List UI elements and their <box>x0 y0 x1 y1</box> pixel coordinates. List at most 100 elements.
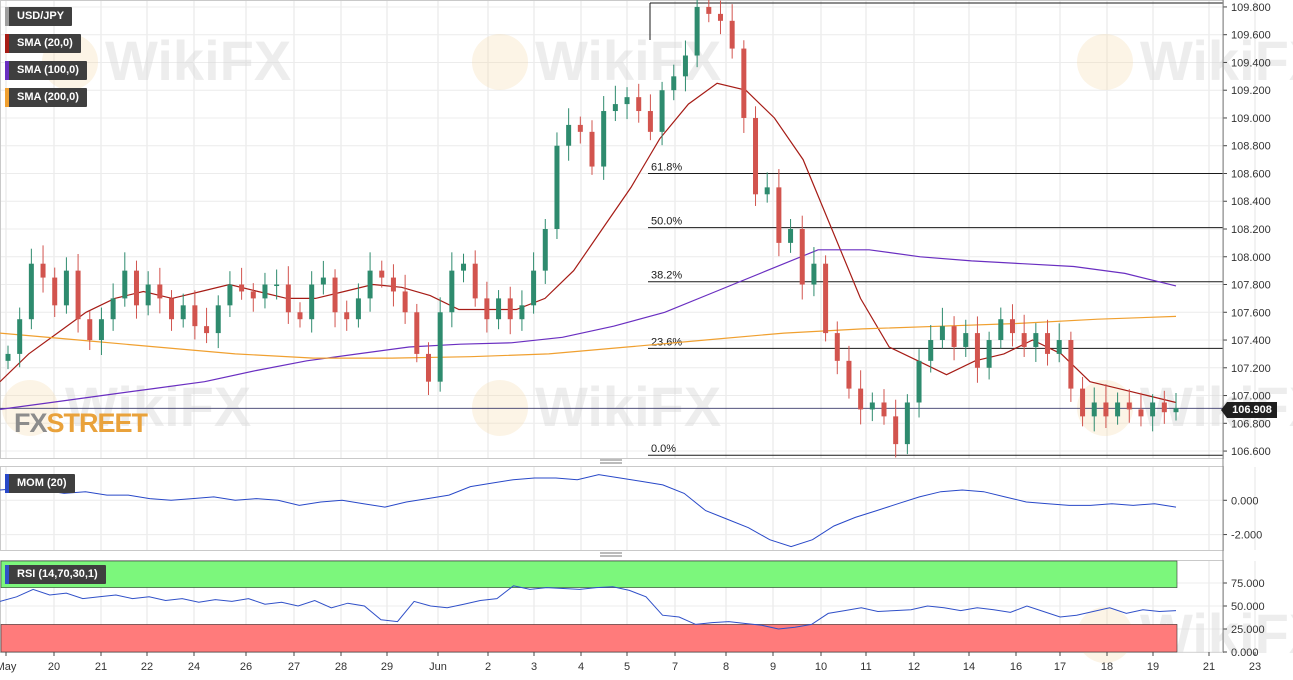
candle-body <box>1103 402 1109 417</box>
candle-body <box>110 298 116 320</box>
candle-body <box>519 305 525 320</box>
candle-body <box>823 263 829 334</box>
y-tick-label: 0.000 <box>1231 495 1259 507</box>
logo-part-fx: FX <box>14 408 48 438</box>
fib-label: 38.2% <box>651 270 682 282</box>
legend-sma20[interactable]: SMA (20,0) <box>5 34 81 53</box>
legend-usdjpy[interactable]: USD/JPY <box>5 7 73 26</box>
candle-body <box>624 97 630 105</box>
candle-body <box>204 326 210 334</box>
legend-swatch <box>5 61 9 80</box>
x-tick-label: 29 <box>381 661 393 673</box>
y-tick-label: 106.800 <box>1231 418 1271 430</box>
legend-swatch <box>5 7 9 26</box>
legend-rsi[interactable]: RSI (14,70,30,1) <box>5 565 106 584</box>
candle-body <box>262 284 268 299</box>
sma20-line <box>0 82 1177 404</box>
x-tick-label: 18 <box>1101 661 1113 673</box>
x-tick-label: 2 <box>485 661 491 673</box>
candlesticks <box>5 0 1179 458</box>
candle-body <box>717 13 723 21</box>
candle-body <box>682 55 688 77</box>
candle-body <box>776 187 782 243</box>
candle-body <box>28 263 34 320</box>
candle-body <box>297 312 303 320</box>
y-tick-label: 108.600 <box>1231 168 1271 180</box>
sma200-line <box>0 315 1177 359</box>
legend-swatch <box>5 88 9 107</box>
candle-body <box>729 20 735 49</box>
y-tick-label: 107.200 <box>1231 363 1271 375</box>
y-tick-label: 109.600 <box>1231 30 1271 42</box>
candle-body <box>963 333 969 347</box>
candle-body <box>811 263 817 285</box>
candle-body <box>239 284 245 292</box>
watermark-text: WikiFX <box>105 29 291 92</box>
legend-swatch <box>5 474 9 493</box>
candle-body <box>694 6 700 56</box>
candle-body <box>869 402 875 410</box>
legend-label: USD/JPY <box>17 10 65 22</box>
candle-body <box>1045 333 1051 354</box>
y-tick-label: 109.200 <box>1231 85 1271 97</box>
candle-body <box>367 270 373 299</box>
candle-body <box>320 277 326 285</box>
x-tick-label: 11 <box>860 661 871 673</box>
candle-body <box>939 326 945 341</box>
candle-body <box>671 76 677 91</box>
candle-body <box>461 263 467 271</box>
candle-body <box>250 291 256 299</box>
candle-body <box>589 131 595 167</box>
candle-body <box>834 333 840 361</box>
candle-body <box>916 360 922 403</box>
x-tick-label: 14 <box>963 661 975 673</box>
legend-mom[interactable]: MOM (20) <box>5 474 75 493</box>
candle-body <box>612 104 618 112</box>
legend-label: RSI (14,70,30,1) <box>17 568 98 580</box>
candle-body <box>215 305 221 334</box>
x-tick-label: May <box>0 661 17 673</box>
candle-body <box>75 270 81 320</box>
candle-body <box>1056 340 1062 354</box>
fibonacci-levels: 61.8% 50.0% 38.2% 23.6% 0.0% <box>0 2 1223 456</box>
candle-body <box>1080 388 1086 417</box>
candle-body <box>788 229 794 243</box>
y-tick-label: 107.000 <box>1231 391 1271 403</box>
y-tick-label: 106.600 <box>1231 446 1271 458</box>
candle-body <box>893 416 899 445</box>
fxstreet-logo: FXSTREET <box>14 408 149 438</box>
moving-averages <box>0 82 1177 410</box>
candle-body <box>566 124 572 146</box>
legend-swatch <box>5 565 9 584</box>
legend-sma100[interactable]: SMA (100,0) <box>5 61 87 80</box>
watermark-layer: WikiFXWikiFXWikiFXWikiFXWikiFXWikiFXWiki… <box>2 29 1293 665</box>
candle-body <box>904 402 910 445</box>
x-tick-label: 26 <box>240 661 252 673</box>
candle-body <box>542 229 548 271</box>
candle-body <box>87 319 93 341</box>
rsi-line <box>0 585 1177 630</box>
candle-body <box>484 298 490 320</box>
candle-body <box>577 124 583 132</box>
candle-body <box>846 360 852 389</box>
candle-body <box>5 353 11 361</box>
candle-body <box>133 270 139 306</box>
logo-part-street: STREET <box>46 408 149 438</box>
y-tick-label: -2.000 <box>1231 530 1262 542</box>
y-tick-label: 109.800 <box>1231 2 1271 14</box>
candle-body <box>1126 402 1132 410</box>
x-tick-label: 23 <box>1249 661 1261 673</box>
candle-body <box>986 340 992 368</box>
watermark-text: WikiFX <box>535 29 721 92</box>
watermark-emblem <box>472 34 528 90</box>
x-tick-label: 28 <box>335 661 347 673</box>
candle-body <box>1138 409 1144 417</box>
candle-body <box>1021 333 1027 347</box>
candle-body <box>309 284 315 320</box>
candle-body <box>1115 402 1121 417</box>
candle-body <box>355 298 361 320</box>
candle-body <box>192 305 198 327</box>
candle-body <box>951 326 957 347</box>
x-tick-label: 24 <box>188 661 200 673</box>
legend-sma200[interactable]: SMA (200,0) <box>5 88 87 107</box>
